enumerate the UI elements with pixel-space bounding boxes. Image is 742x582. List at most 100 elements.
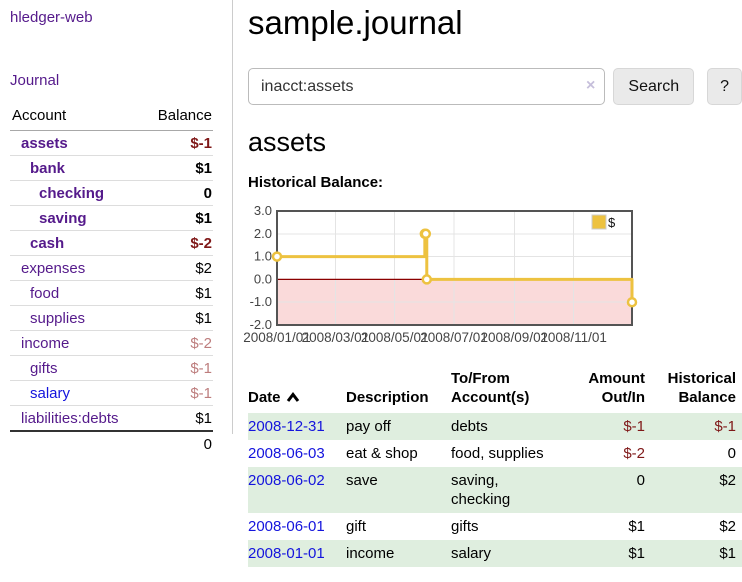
svg-text:3.0: 3.0 (254, 203, 272, 218)
search-input[interactable] (248, 68, 606, 105)
accounts-header-balance: Balance (142, 105, 213, 131)
account-row: supplies $1 (10, 305, 213, 331)
search-box: × (248, 68, 606, 105)
account-row: gifts $-1 (10, 355, 213, 381)
account-balance: $1 (142, 280, 213, 306)
transaction-date-link[interactable]: 2008-06-03 (248, 445, 325, 462)
account-title: assets (248, 127, 327, 157)
account-link[interactable]: saving (10, 205, 143, 231)
account-link[interactable]: checking (10, 180, 143, 206)
account-link[interactable]: liabilities:debts (10, 405, 143, 431)
register-table: Date Description To/From Account(s) Amou… (248, 367, 742, 567)
sidebar-divider (232, 0, 233, 434)
transaction-date-link[interactable]: 2008-12-31 (248, 418, 325, 435)
register-row: 2008-06-01 gift gifts $1 $2 (248, 513, 742, 540)
account-link[interactable]: bank (10, 155, 143, 181)
help-button[interactable]: ? (707, 68, 742, 105)
transaction-description: eat & shop (346, 445, 418, 462)
svg-text:-2.0: -2.0 (250, 317, 272, 332)
account-link[interactable]: salary (10, 380, 143, 406)
transaction-balance: $-1 (714, 418, 736, 435)
account-link[interactable]: gifts (10, 355, 143, 381)
accounts-header-account: Account (10, 105, 143, 131)
column-header-balance: Historical Balance (667, 370, 736, 406)
svg-text:2008/07/01: 2008/07/01 (420, 330, 488, 345)
page-title: sample.journal (248, 4, 463, 41)
account-balance: $2 (142, 255, 213, 281)
accounts-total-balance: 0 (142, 430, 213, 456)
account-link[interactable]: income (10, 330, 143, 356)
account-row: saving $1 (10, 205, 213, 231)
register-row: 2008-01-01 income salary $1 $1 (248, 540, 742, 567)
svg-text:2008/11/01: 2008/11/01 (540, 330, 607, 345)
account-row: salary $-1 (10, 380, 213, 406)
svg-text:2008/05/01: 2008/05/01 (361, 330, 429, 345)
register-header-row: Date Description To/From Account(s) Amou… (248, 367, 742, 413)
column-header-accounts: To/From Account(s) (451, 370, 530, 406)
transaction-accounts: gifts (451, 518, 479, 535)
transaction-description: save (346, 472, 378, 489)
transaction-accounts: saving, checking (451, 472, 511, 508)
column-header-amount: Amount Out/In (588, 370, 645, 406)
sidebar-item-journal[interactable]: Journal (10, 72, 60, 89)
svg-text:2008/09/01: 2008/09/01 (481, 330, 549, 345)
register-row: 2008-06-02 save saving, checking 0 $2 (248, 467, 742, 513)
account-link[interactable]: food (10, 280, 143, 306)
account-balance: 0 (142, 180, 213, 206)
account-row: checking 0 (10, 180, 213, 206)
app-title-link[interactable]: hledger-web (10, 9, 93, 26)
transaction-amount: $-2 (623, 445, 645, 462)
account-row: income $-2 (10, 330, 213, 356)
account-row: liabilities:debts $1 (10, 405, 213, 431)
register-row: 2008-06-03 eat & shop food, supplies $-2 0 (248, 440, 742, 467)
account-balance: $-1 (142, 380, 213, 406)
transaction-balance: 0 (727, 445, 736, 462)
column-header-description: Description (346, 389, 429, 406)
transaction-balance: $2 (719, 472, 736, 489)
transaction-accounts: salary (451, 545, 492, 562)
sort-ascending-icon (286, 392, 299, 402)
historical-balance-chart: $3.0 2.0 1.0 0.0 -1.0 -2.02008/01/012008/03/0… (243, 203, 638, 345)
search-form: × Search ? (248, 68, 742, 105)
svg-text:0.0: 0.0 (254, 271, 272, 286)
transaction-amount: 0 (636, 472, 645, 489)
clear-search-icon[interactable]: × (586, 77, 596, 94)
svg-text:2.0: 2.0 (254, 226, 272, 241)
account-link[interactable]: assets (21, 135, 68, 152)
account-link[interactable]: cash (10, 230, 143, 256)
transaction-amount: $1 (628, 518, 645, 535)
transaction-accounts: food, supplies (451, 445, 544, 462)
account-balance: $-2 (142, 230, 213, 256)
svg-text:2008/01/01: 2008/01/01 (243, 330, 311, 345)
account-balance: $1 (142, 405, 213, 431)
account-link[interactable]: expenses (10, 255, 143, 281)
chart-label: Historical Balance: (248, 174, 384, 191)
column-header-date[interactable]: Date (248, 367, 346, 413)
account-balance: $-1 (142, 355, 213, 381)
transaction-description: pay off (346, 418, 391, 435)
main-content: sample.journal × Search ? assets Histori… (243, 0, 742, 567)
sidebar: hledger-web Journal Account Balance asse… (0, 0, 232, 456)
transaction-description: gift (346, 518, 367, 535)
account-balance: $1 (142, 305, 213, 331)
account-row: food $1 (10, 280, 213, 306)
account-balance: $1 (142, 205, 213, 231)
account-row: bank $1 (10, 155, 213, 181)
transaction-amount: $-1 (623, 418, 645, 435)
account-balance: $-2 (142, 330, 213, 356)
account-row: assets $-1 (10, 131, 213, 156)
transaction-date-link[interactable]: 2008-06-01 (248, 518, 325, 535)
account-balance: $-1 (190, 135, 212, 152)
accounts-table: Account Balance assets $-1 bank $1 checking 0… (10, 105, 213, 456)
svg-text:1.0: 1.0 (254, 249, 272, 264)
account-link[interactable]: supplies (10, 305, 143, 331)
transaction-date-link[interactable]: 2008-06-02 (248, 472, 325, 489)
svg-text:2008/03/01: 2008/03/01 (302, 330, 370, 345)
transaction-accounts: debts (451, 418, 488, 435)
transaction-description: income (346, 545, 395, 562)
transaction-balance: $2 (719, 518, 736, 535)
account-row: cash $-2 (10, 230, 213, 256)
search-button[interactable]: Search (613, 68, 695, 105)
transaction-balance: $1 (719, 545, 736, 562)
transaction-date-link[interactable]: 2008-01-01 (248, 545, 325, 562)
